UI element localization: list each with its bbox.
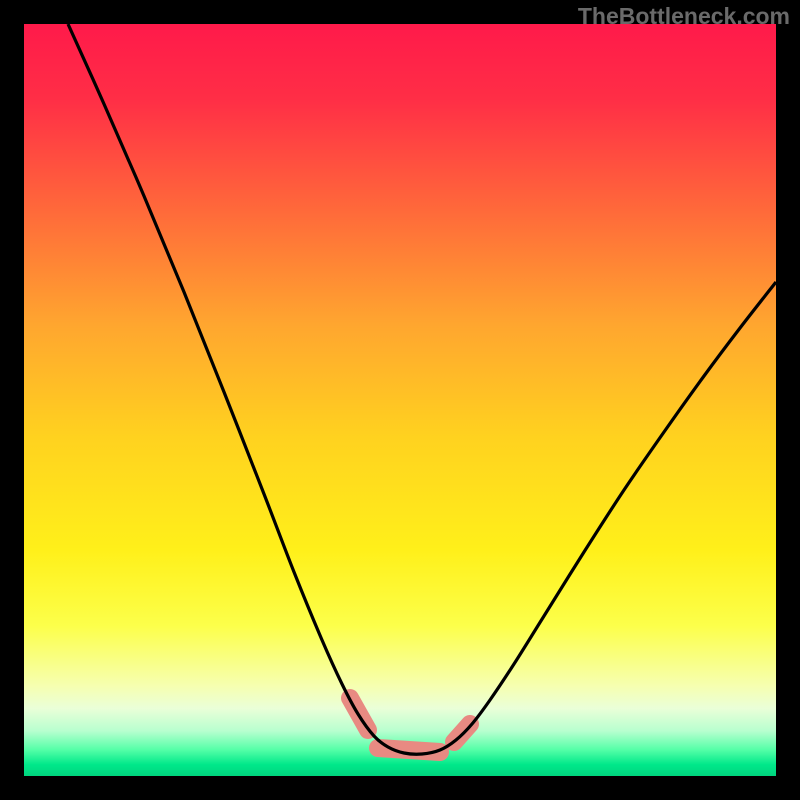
gradient-background	[24, 24, 776, 776]
plot-area	[24, 24, 776, 776]
chart-frame: TheBottleneck.com	[0, 0, 800, 800]
plot-svg	[24, 24, 776, 776]
